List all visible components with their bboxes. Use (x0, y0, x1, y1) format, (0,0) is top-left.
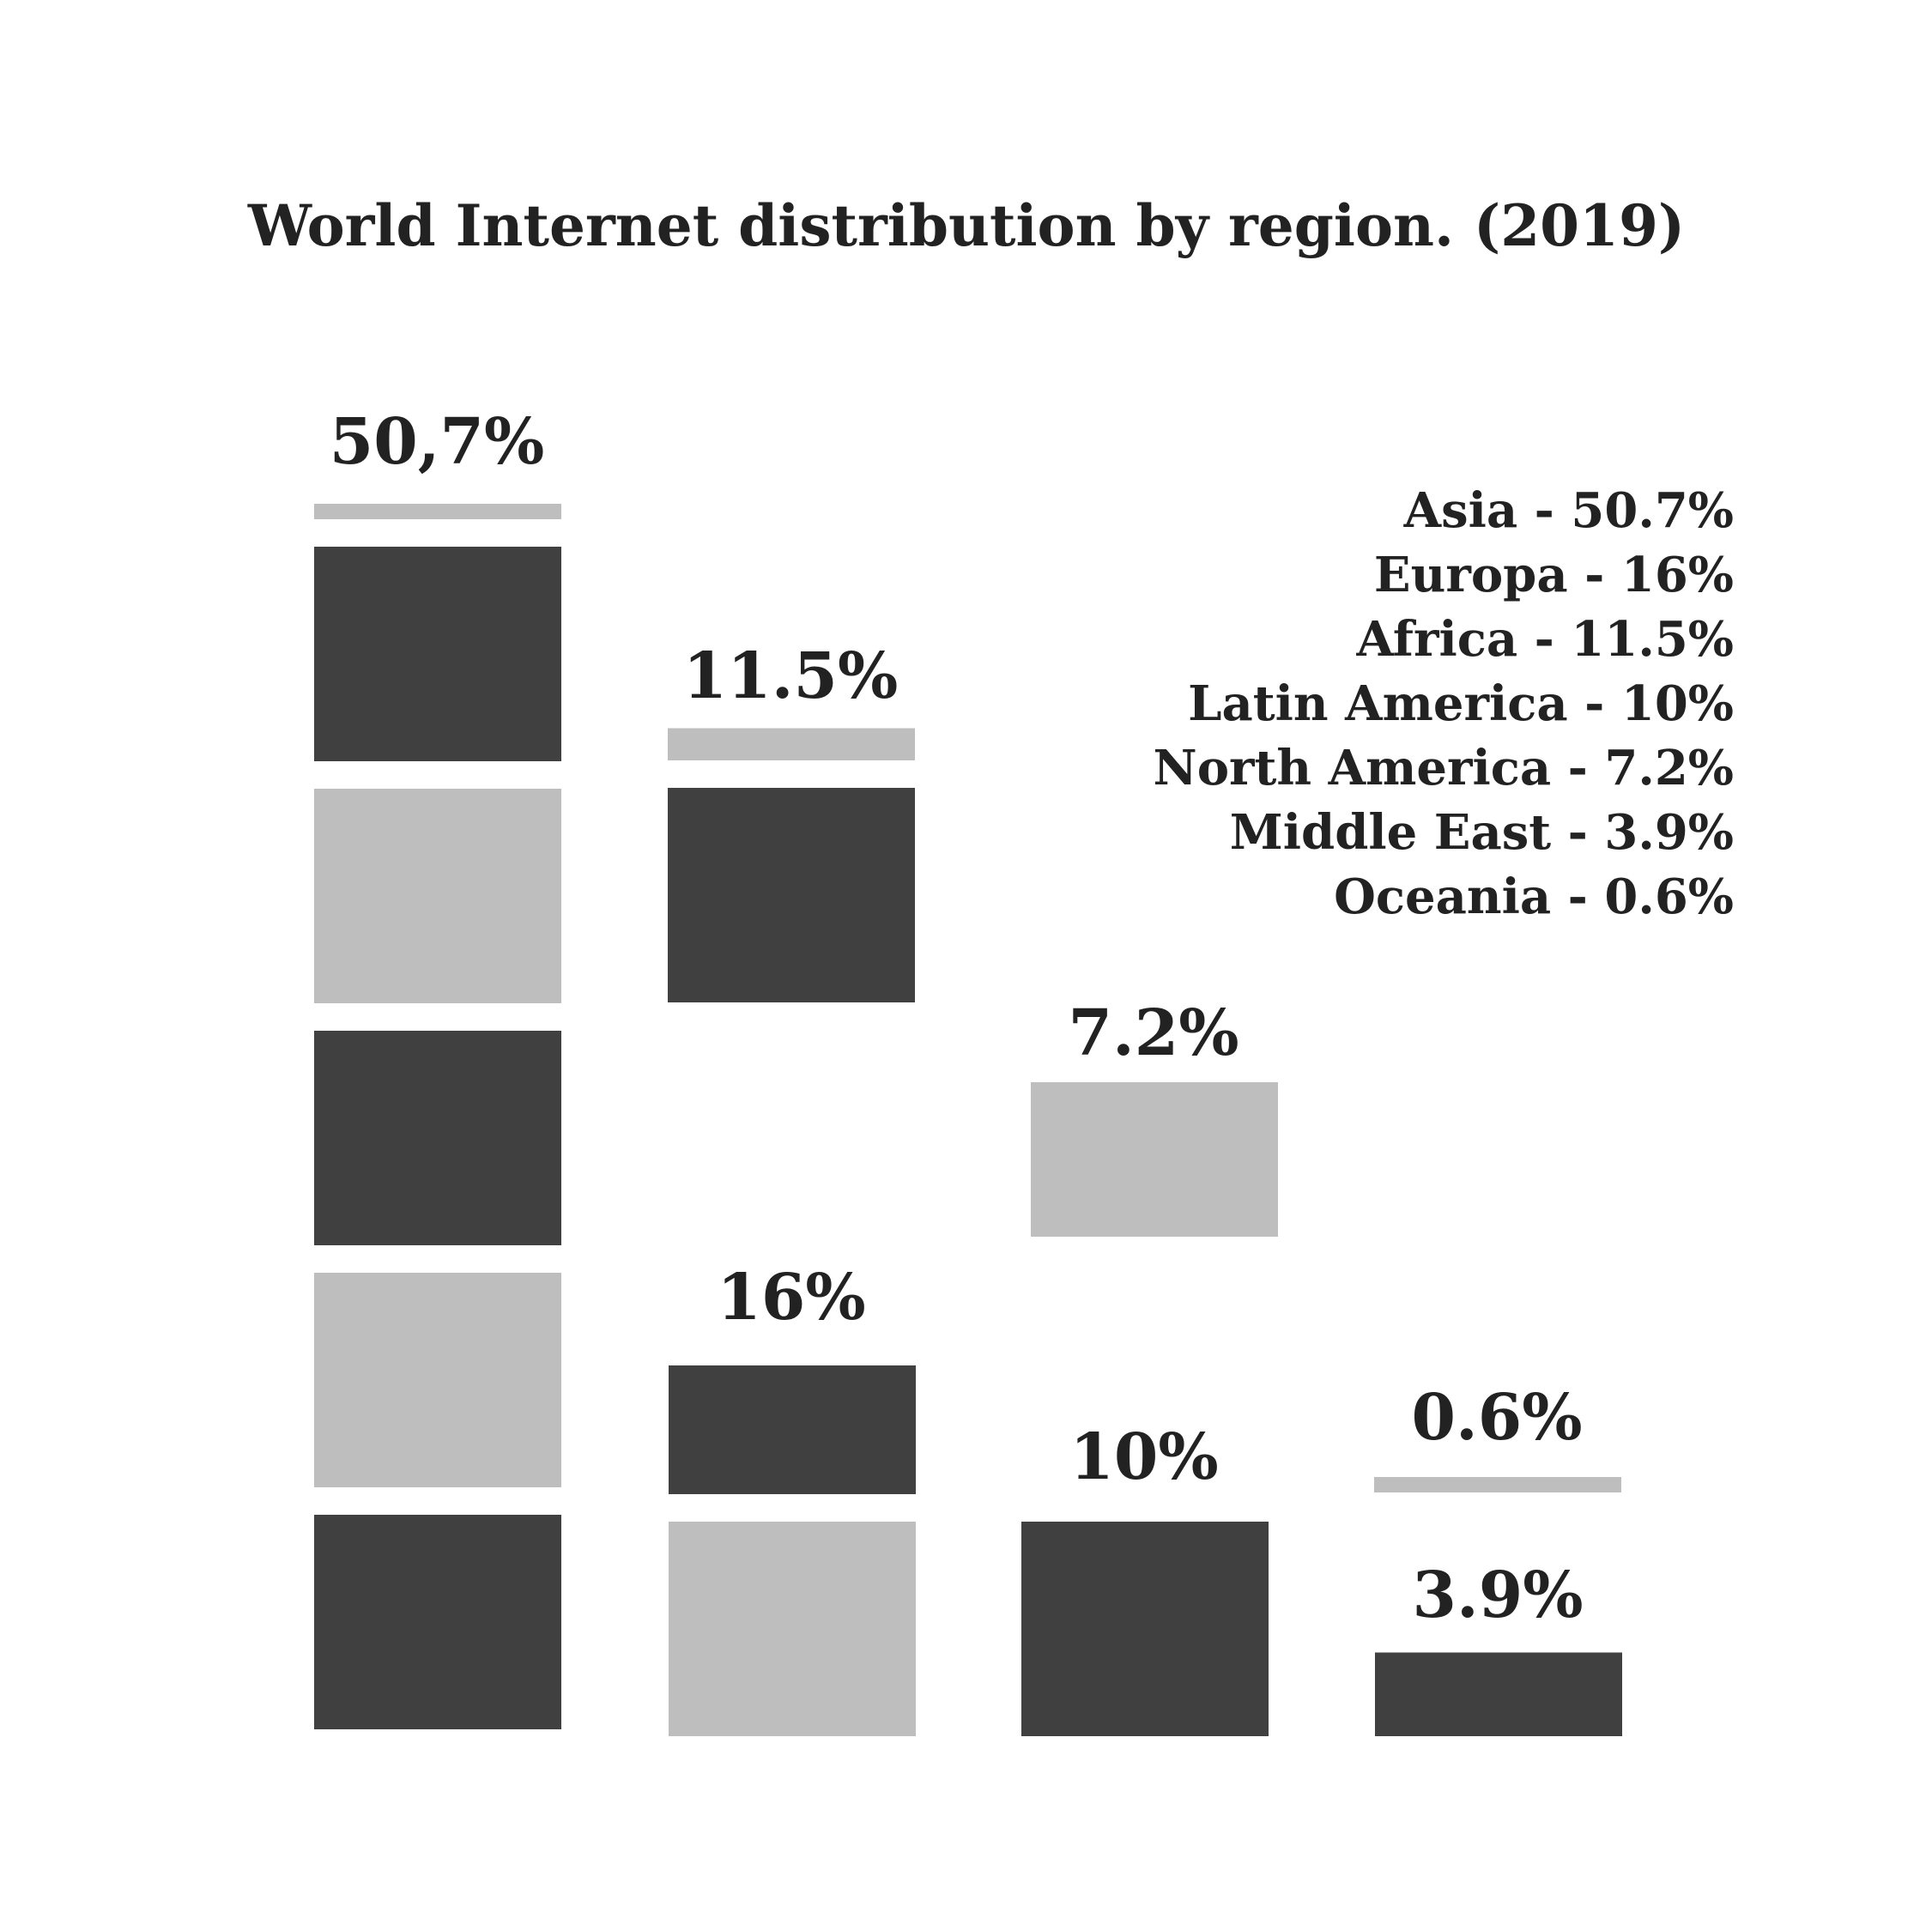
bar-segment-asia-3 (314, 1031, 561, 1245)
bar-segment-asia-2 (314, 1273, 561, 1487)
bar-segment-oceania-1 (1374, 1477, 1621, 1492)
legend-entry-asia: Asia - 50.7% (1403, 482, 1734, 539)
legend: Asia - 50.7% Europa - 16% Africa - 11.5%… (1154, 482, 1734, 925)
value-label-middle-east: 3.9% (1412, 1559, 1583, 1632)
bar-segment-latin-america-1 (1021, 1522, 1269, 1736)
bar-segment-middle-east-1 (1375, 1652, 1622, 1736)
bar-segment-asia-5 (314, 547, 561, 761)
chart-title: World Internet distribution by region. (… (247, 192, 1685, 259)
value-label-north-america: 7.2% (1068, 996, 1239, 1070)
value-label-asia: 50,7% (330, 405, 545, 479)
bar-segment-africa-2 (668, 728, 915, 760)
legend-entry-north-america: North America - 7.2% (1154, 740, 1734, 796)
value-label-latin-america: 10% (1069, 1420, 1218, 1494)
value-label-africa: 11.5% (683, 639, 899, 713)
bar-segment-africa-1 (668, 788, 915, 1002)
bar-segments (314, 504, 1622, 1736)
value-label-europa: 16% (717, 1261, 865, 1335)
legend-entry-latin-america: Latin America - 10% (1188, 675, 1734, 732)
bar-segment-asia-1 (314, 1515, 561, 1729)
bar-segment-europa-1 (669, 1522, 916, 1736)
bar-segment-asia-6 (314, 504, 561, 519)
bar-segment-north-america-1 (1031, 1082, 1278, 1237)
value-label-oceania: 0.6% (1411, 1381, 1582, 1455)
legend-entry-europa: Europa - 16% (1374, 547, 1734, 603)
legend-entry-africa: Africa - 11.5% (1355, 611, 1734, 668)
legend-entry-oceania: Oceania - 0.6% (1334, 869, 1734, 925)
bar-segment-europa-2 (669, 1365, 916, 1494)
legend-entry-middle-east: Middle East - 3.9% (1230, 804, 1734, 861)
bar-segment-asia-4 (314, 789, 561, 1003)
